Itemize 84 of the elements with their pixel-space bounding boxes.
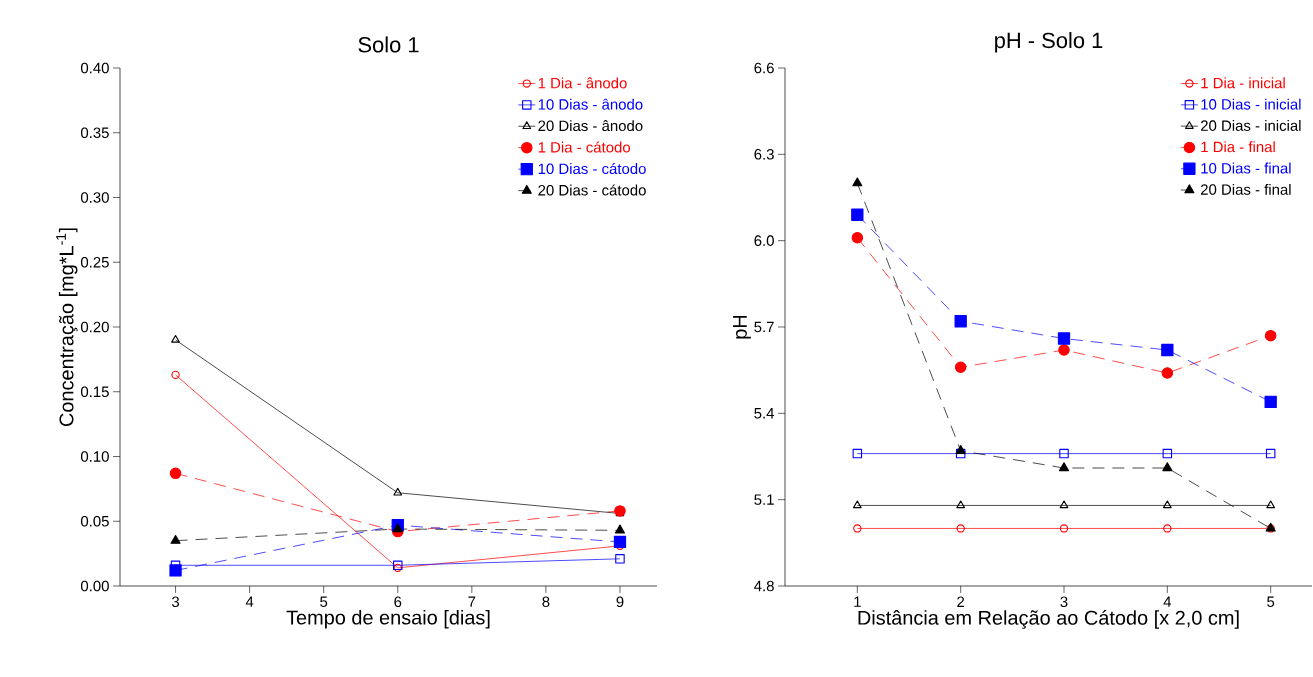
y-tick-label: 5.1 [754, 494, 774, 505]
chart-title: Solo 1 [358, 36, 419, 53]
point [1058, 344, 1070, 356]
x-tick-label: 4 [245, 596, 254, 607]
point [392, 523, 403, 533]
point [853, 524, 862, 533]
point [1058, 462, 1070, 472]
x-tick-label: 3 [1060, 596, 1068, 608]
x-tick-label: 5 [320, 596, 328, 607]
legend-label: 20 Dias - cátodo [538, 184, 646, 196]
point [1264, 329, 1277, 342]
y-tick-label: 0.25 [80, 256, 109, 268]
legend-label: 1 Dia - final [1201, 141, 1275, 153]
point [170, 534, 181, 544]
y-axis-title: Concentração [mg*L$^{-1}$] [56, 228, 78, 427]
point [169, 467, 182, 480]
point [955, 448, 966, 459]
y-tick-label: 0.40 [80, 62, 109, 74]
x-tick-label: 3 [171, 596, 180, 608]
x-tick-label: 5 [1267, 596, 1275, 607]
y-tick-label: 0.15 [80, 386, 109, 398]
point [393, 487, 403, 496]
point [169, 564, 182, 577]
y-tick-label: 0.30 [80, 192, 109, 203]
point [852, 448, 863, 459]
point [1162, 448, 1173, 459]
x-tick-label: 8 [542, 596, 550, 608]
y-tick-label: 5.7 [754, 321, 774, 333]
legend-label: 1 Dia - cátodo [538, 141, 631, 153]
point [1162, 500, 1172, 509]
legend-label: 10 Dias - final [1201, 162, 1291, 174]
point [1264, 395, 1277, 408]
point [1163, 524, 1172, 533]
legend-label: 1 Dia - ânodo [538, 77, 627, 89]
x-axis-title: Distância em Relação ao Cátodo [x 2,0 cm] [858, 609, 1239, 629]
y-axis-title: pH [733, 315, 751, 339]
point [1059, 448, 1069, 459]
y-tick-label: 0.00 [80, 580, 109, 592]
legend-label: 1 Dia - inicial [1201, 77, 1285, 89]
point [1265, 448, 1276, 459]
y-tick-label: 4.8 [754, 580, 774, 592]
y-tick-label: 0.35 [80, 127, 109, 139]
point [1161, 367, 1174, 379]
y-tick-label: 6.6 [754, 62, 774, 74]
point [956, 500, 966, 509]
x-tick-label: 1 [854, 596, 861, 607]
chart-title: pH - Solo 1 [995, 32, 1103, 53]
point [614, 524, 626, 534]
point [956, 524, 965, 533]
x-axis-title: Tempo de ensaio [dias] [286, 609, 490, 629]
point [615, 554, 625, 564]
x-tick-label: 6 [394, 596, 402, 608]
y-tick-label: 6.3 [754, 149, 774, 160]
y-tick-label: 0.10 [80, 451, 109, 462]
point [852, 177, 863, 187]
point [1161, 343, 1174, 357]
x-tick-label: 7 [468, 596, 476, 607]
x-tick-label: 2 [957, 596, 965, 607]
point [1059, 524, 1069, 533]
point [955, 444, 966, 454]
point [1266, 500, 1276, 509]
x-tick-label: 4 [1163, 596, 1172, 607]
y-tick-label: 5.4 [754, 408, 775, 419]
legend-label: 10 Dias - inicial [1201, 98, 1301, 110]
x-tick-label: 9 [616, 596, 624, 608]
point [851, 232, 864, 244]
point [1162, 462, 1173, 472]
point [852, 500, 862, 509]
legend-label: 20 Dias - final [1200, 183, 1291, 195]
point [954, 315, 967, 328]
y-tick-label: 6.0 [754, 235, 774, 246]
point [851, 208, 864, 221]
legend-label: 10 Dias - ânodo [538, 98, 643, 110]
point [1057, 332, 1071, 345]
legend-label: 10 Dias - cátodo [538, 162, 646, 175]
point [171, 335, 180, 343]
y-tick-label: 0.05 [80, 515, 109, 527]
point [613, 535, 627, 549]
point [954, 361, 967, 374]
y-tick-label: 0.20 [80, 321, 109, 333]
legend-label: 20 Dias - ânodo [538, 120, 643, 132]
point [1059, 500, 1069, 509]
point [171, 370, 180, 380]
legend-label: 20 Dias - inicial [1200, 119, 1301, 131]
